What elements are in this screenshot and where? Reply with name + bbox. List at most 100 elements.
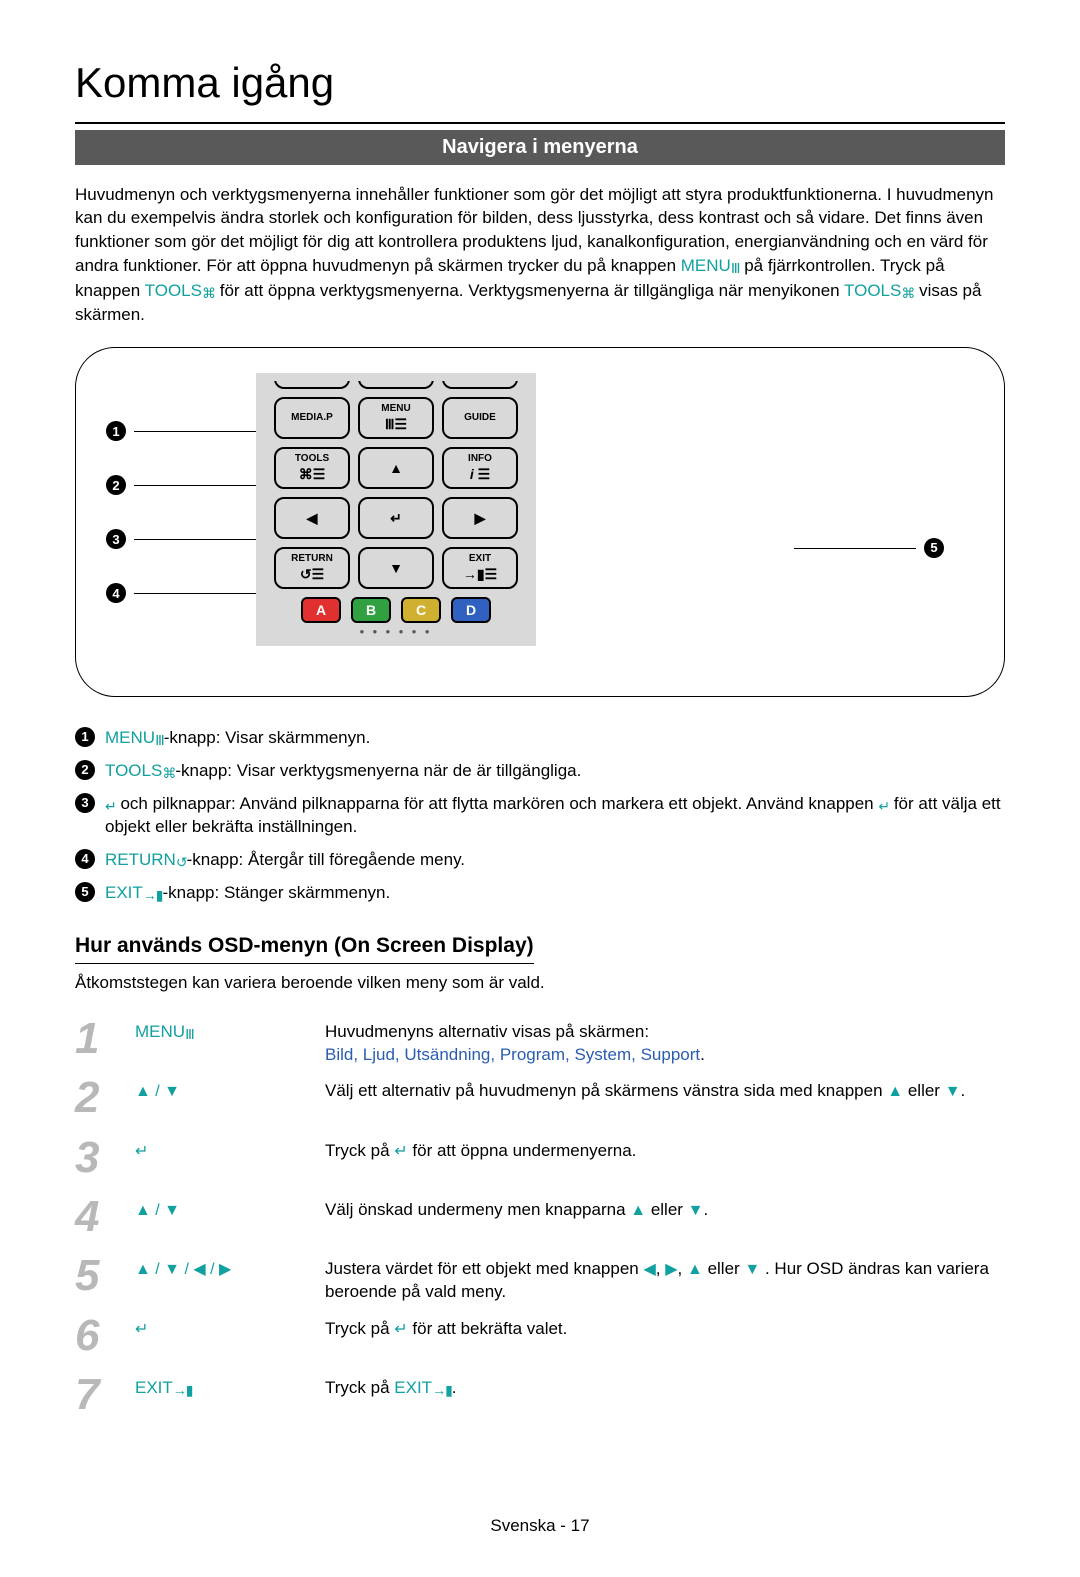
- step-desc: Tryck på ↵ för att bekräfta valet.: [325, 1306, 1005, 1341]
- intro-text: för att öppna verktygsmenyerna. Verktygs…: [220, 281, 844, 300]
- osd-row: 1 MENUⅢ Huvudmenyns alternativ visas på …: [75, 1009, 1005, 1068]
- enter-icon: ↵: [135, 1321, 148, 1338]
- legend-text: -knapp: Återgår till föregående meny.: [187, 850, 465, 869]
- arrows-icon: ▲ / ▼: [135, 1083, 180, 1100]
- return-button: RETURN↺☰: [274, 547, 350, 589]
- osd-row: 7 EXIT→▮ Tryck på EXIT→▮.: [75, 1365, 1005, 1424]
- callout-3: 3: [106, 529, 126, 549]
- enter-button: ↵: [358, 497, 434, 539]
- step-num: 7: [75, 1370, 99, 1419]
- legend-item: 1 MENUⅢ-knapp: Visar skärmmenyn.: [75, 727, 1005, 750]
- step-desc: Justera värdet för ett objekt med knappe…: [325, 1246, 1005, 1304]
- guide-button: GUIDE: [442, 397, 518, 439]
- action-key: EXIT: [135, 1378, 173, 1397]
- callout-1: 1: [106, 421, 126, 441]
- color-a-button: A: [301, 597, 341, 623]
- down-button: ▼: [358, 547, 434, 589]
- up-button: ▲: [358, 447, 434, 489]
- tools-icon: ⌘: [162, 764, 175, 783]
- legend-num: 2: [75, 760, 95, 780]
- step-desc: Huvudmenyns alternativ visas på skärmen:: [325, 1021, 1005, 1044]
- legend-item: 3 ↵ och pilknappar: Använd pilknapparna …: [75, 793, 1005, 839]
- step-num: 6: [75, 1311, 99, 1360]
- tools-icon: ⌘: [901, 284, 914, 304]
- arrows-icon: ▲ / ▼: [135, 1202, 180, 1219]
- osd-intro: Åtkomststegen kan variera beroende vilke…: [75, 972, 1005, 995]
- step-num: 3: [75, 1133, 99, 1182]
- exit-icon: →▮: [432, 1381, 452, 1400]
- step-desc: Tryck på ↵ för att öppna undermenyerna.: [325, 1128, 1005, 1163]
- color-c-button: C: [401, 597, 441, 623]
- legend-text: -knapp: Visar skärmmenyn.: [164, 728, 371, 747]
- legend-num: 1: [75, 727, 95, 747]
- osd-row: 5 ▲ / ▼ / ◀ / ▶ Justera värdet för ett o…: [75, 1246, 1005, 1305]
- enter-icon: ↵: [105, 797, 116, 816]
- osd-row: 3 ↵ Tryck på ↵ för att öppna undermenyer…: [75, 1128, 1005, 1187]
- color-b-button: B: [351, 597, 391, 623]
- osd-heading: Hur används OSD-menyn (On Screen Display…: [75, 932, 534, 963]
- menu-keyword: MENU: [681, 256, 731, 275]
- exit-icon: →▮: [173, 1381, 193, 1400]
- legend-key: MENU: [105, 728, 155, 747]
- menu-button: MENUⅢ☰: [358, 397, 434, 439]
- page-title: Komma igång: [75, 55, 1005, 112]
- legend-item: 5 EXIT→▮-knapp: Stänger skärmmenyn.: [75, 882, 1005, 905]
- tools-button: TOOLS⌘☰: [274, 447, 350, 489]
- legend-num: 5: [75, 882, 95, 902]
- section-banner: Navigera i menyerna: [75, 130, 1005, 165]
- remote-diagram: 1 2 3 4 MEDIA.P MENUⅢ☰ GUIDE TOOLS⌘☰ ▲ I…: [75, 347, 1005, 697]
- return-icon: ↺: [176, 853, 187, 872]
- menu-icon: Ⅲ: [185, 1025, 194, 1044]
- callout-2: 2: [106, 475, 126, 495]
- osd-row: 4 ▲ / ▼ Välj önskad undermeny men knappa…: [75, 1187, 1005, 1246]
- legend-text: och pilknappar: Använd pilknapparna för …: [116, 794, 879, 813]
- exit-icon: →▮: [143, 886, 163, 905]
- enter-icon: ↵: [135, 1143, 148, 1160]
- action-key: MENU: [135, 1022, 185, 1041]
- legend-key: TOOLS: [105, 761, 162, 780]
- step-desc: Tryck på EXIT→▮.: [325, 1365, 1005, 1400]
- tools-keyword: TOOLS: [844, 281, 901, 300]
- step-desc: Välj ett alternativ på huvudmenyn på skä…: [325, 1068, 1005, 1103]
- osd-row: 6 ↵ Tryck på ↵ för att bekräfta valet.: [75, 1306, 1005, 1365]
- osd-section: Hur används OSD-menyn (On Screen Display…: [75, 932, 1005, 1424]
- callout-5: 5: [924, 538, 944, 558]
- osd-row: 2 ▲ / ▼ Välj ett alternativ på huvudmeny…: [75, 1068, 1005, 1127]
- legend-list: 1 MENUⅢ-knapp: Visar skärmmenyn. 2 TOOLS…: [75, 727, 1005, 905]
- color-d-button: D: [451, 597, 491, 623]
- legend-key: EXIT: [105, 883, 143, 902]
- step-desc: Välj önskad undermeny men knapparna ▲ el…: [325, 1187, 1005, 1222]
- osd-table: 1 MENUⅢ Huvudmenyns alternativ visas på …: [75, 1009, 1005, 1425]
- intro-paragraph: Huvudmenyn och verktygsmenyerna innehåll…: [75, 183, 1005, 327]
- tools-icon: ⌘: [202, 284, 215, 304]
- arrows-icon: ▲ / ▼ / ◀ / ▶: [135, 1261, 231, 1278]
- exit-button: EXIT→▮☰: [442, 547, 518, 589]
- remote-panel: MEDIA.P MENUⅢ☰ GUIDE TOOLS⌘☰ ▲ INFOi ☰ ◀…: [256, 373, 536, 646]
- callout-4: 4: [106, 583, 126, 603]
- menu-items: Bild, Ljud, Utsändning, Program, System,…: [325, 1045, 700, 1064]
- menu-icon: Ⅲ: [731, 259, 740, 279]
- step-num: 4: [75, 1192, 99, 1241]
- left-callouts: 1 2 3 4: [106, 415, 256, 603]
- legend-num: 3: [75, 793, 95, 813]
- info-button: INFOi ☰: [442, 447, 518, 489]
- remote-dots: ● ● ● ● ● ●: [264, 627, 528, 638]
- tools-keyword: TOOLS: [145, 281, 202, 300]
- right-callout: 5: [794, 538, 944, 558]
- legend-item: 2 TOOLS⌘-knapp: Visar verktygsmenyerna n…: [75, 760, 1005, 783]
- step-num: 2: [75, 1073, 99, 1122]
- title-rule: [75, 122, 1005, 124]
- legend-key: RETURN: [105, 850, 176, 869]
- step-num: 1: [75, 1014, 99, 1063]
- mediap-button: MEDIA.P: [274, 397, 350, 439]
- step-num: 5: [75, 1251, 99, 1300]
- menu-tail: .: [700, 1045, 705, 1064]
- legend-item: 4 RETURN↺-knapp: Återgår till föregående…: [75, 849, 1005, 872]
- left-button: ◀: [274, 497, 350, 539]
- legend-num: 4: [75, 849, 95, 869]
- right-button: ▶: [442, 497, 518, 539]
- legend-text: -knapp: Stänger skärmmenyn.: [163, 883, 391, 902]
- menu-icon: Ⅲ: [155, 731, 164, 750]
- legend-text: -knapp: Visar verktygsmenyerna när de är…: [175, 761, 581, 780]
- enter-icon: ↵: [878, 797, 889, 816]
